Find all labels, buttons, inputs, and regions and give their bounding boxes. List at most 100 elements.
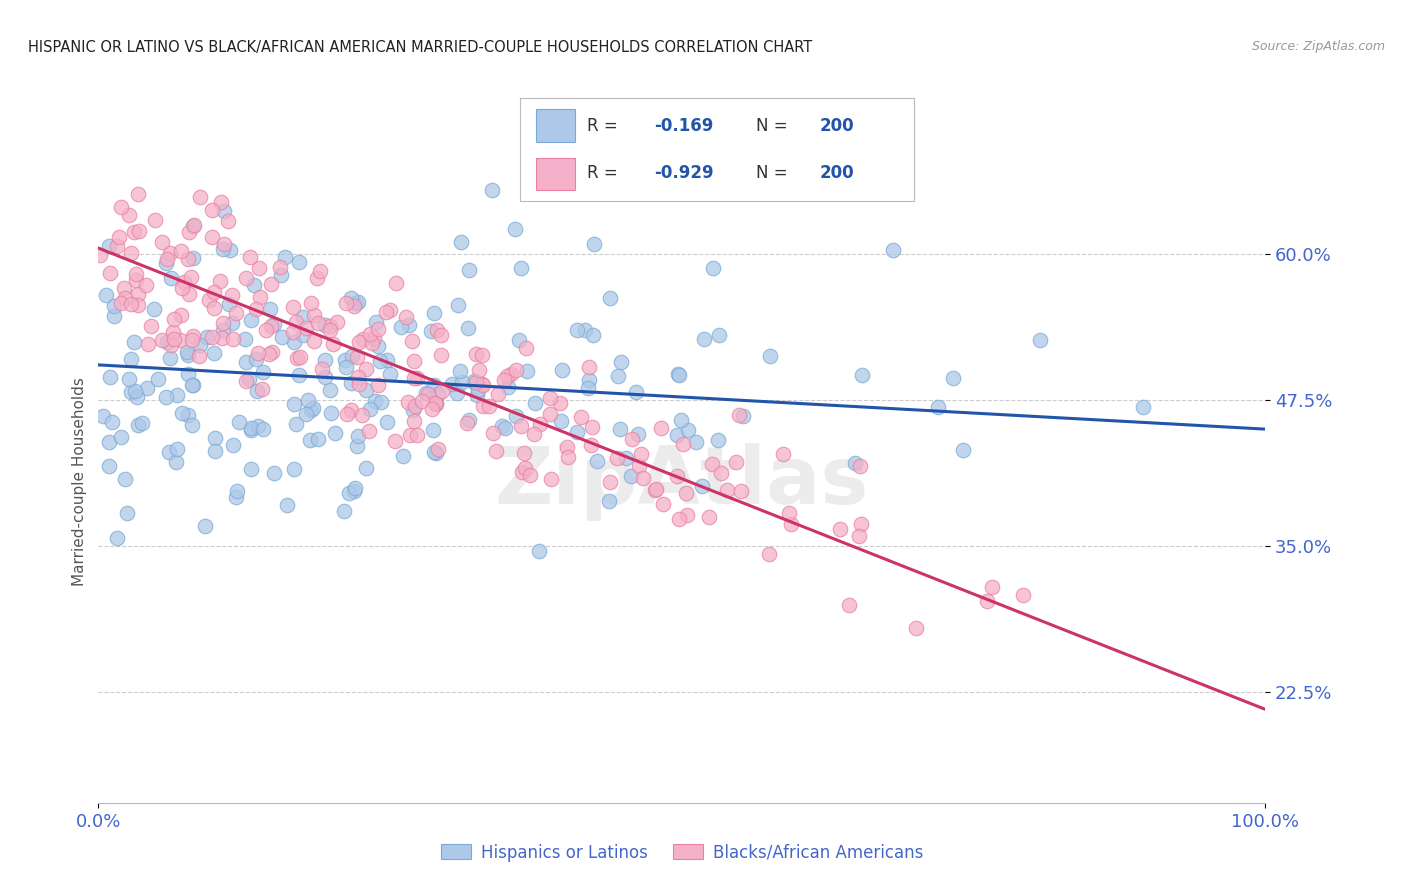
Point [340,291,363,305]
Point [166,442,188,456]
Point [181,219,204,234]
Point [166,388,188,402]
Point [319,318,342,333]
Point [361,335,384,350]
Point [120,351,142,366]
Point [451,376,474,390]
Point [599,291,621,305]
Point [325,426,347,441]
Point [143,212,166,227]
Point [170,406,193,420]
Point [127,417,149,432]
Point [125,267,148,281]
Point [582,327,605,342]
Point [578,360,600,375]
Text: 200: 200 [820,164,853,182]
Point [666,368,689,382]
Point [458,413,481,427]
Point [354,461,377,475]
Text: ZipAtlas: ZipAtlas [495,442,869,521]
Point [260,318,283,333]
Point [325,315,347,329]
Point [110,429,132,443]
Point [426,322,449,336]
Text: Source: ZipAtlas.com: Source: ZipAtlas.com [1251,40,1385,54]
Point [114,292,136,306]
Point [627,459,650,474]
Point [150,333,173,347]
Point [179,286,201,301]
Point [346,429,368,443]
Point [710,466,733,480]
Text: N =: N = [756,117,787,135]
Point [620,468,643,483]
Point [235,271,257,285]
Point [346,351,368,365]
Point [456,416,478,430]
Point [162,312,184,326]
Point [676,423,699,437]
Point [271,330,294,344]
Point [195,330,218,344]
Point [367,378,389,392]
Point [122,335,145,350]
Point [1029,333,1052,347]
Point [557,440,579,454]
Point [516,364,538,378]
Point [319,406,342,420]
Point [702,457,724,471]
Point [299,433,322,447]
Point [576,381,599,395]
Point [503,221,526,235]
Point [406,428,429,442]
Point [222,332,245,346]
Point [305,270,328,285]
Point [354,383,377,397]
Point [125,273,148,287]
Point [467,363,489,377]
Point [849,517,872,532]
Point [170,309,193,323]
Point [181,333,204,347]
Point [496,380,519,394]
Point [150,235,173,250]
Point [311,362,333,376]
Point [579,438,602,452]
Point [457,320,479,334]
Point [848,458,870,473]
Point [294,321,316,335]
Point [693,332,716,346]
Point [188,337,211,351]
Point [515,460,537,475]
Point [510,418,533,433]
Text: R =: R = [588,164,617,182]
Point [163,332,186,346]
Point [177,367,200,381]
Point [128,223,150,237]
Text: -0.929: -0.929 [654,164,714,182]
Point [247,260,270,275]
Point [245,301,267,316]
Point [668,368,690,383]
Point [160,338,183,352]
Point [630,447,652,461]
Point [492,373,515,387]
Legend: Hispanics or Latinos, Blacks/African Americans: Hispanics or Latinos, Blacks/African Ame… [434,837,929,868]
Point [235,332,257,346]
Point [607,368,630,383]
Point [905,621,928,635]
Point [402,354,425,368]
Point [478,399,501,413]
Point [426,442,449,456]
Point [432,384,454,398]
Point [110,296,132,310]
Point [297,393,319,408]
Point [411,393,433,408]
Point [105,239,128,253]
Text: 200: 200 [820,117,853,135]
Point [340,376,363,390]
Point [450,235,472,249]
Point [396,395,419,409]
Point [364,393,387,408]
Point [449,364,471,378]
